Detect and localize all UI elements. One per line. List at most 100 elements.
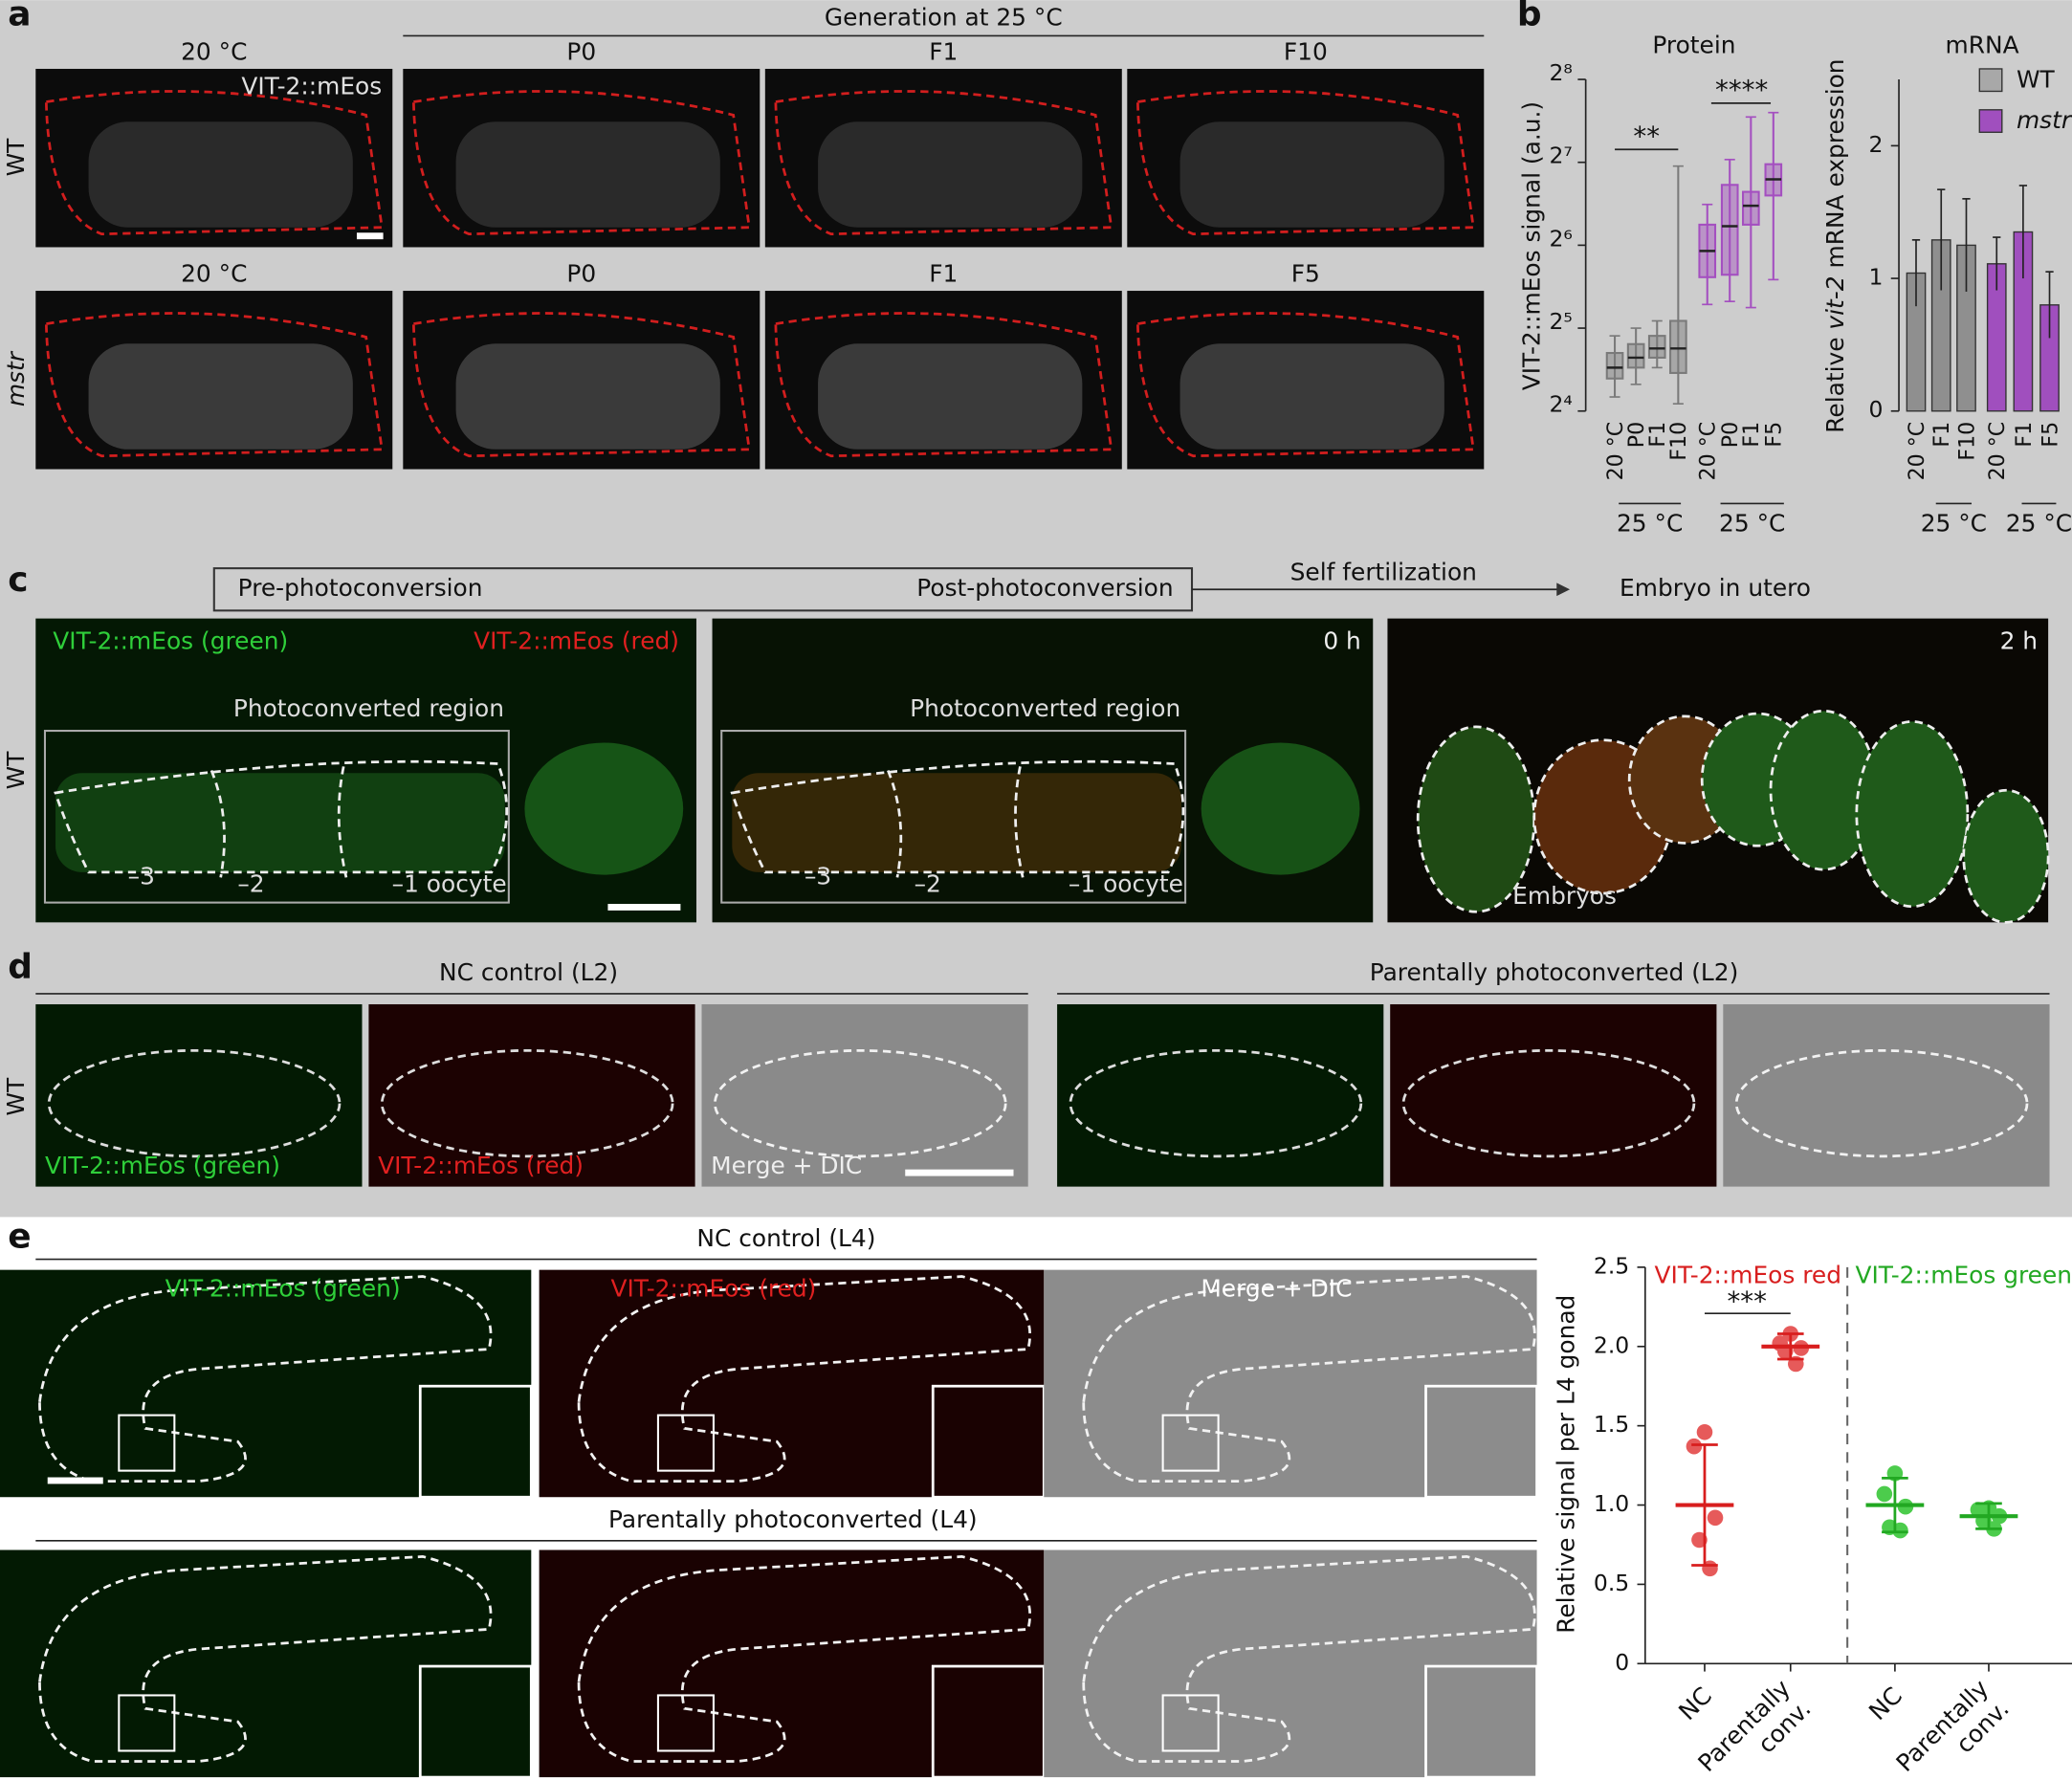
y-tick-label: 2⁶ bbox=[1549, 225, 1572, 252]
larva-outline bbox=[1069, 1048, 1363, 1158]
legend-swatch bbox=[1978, 68, 2003, 93]
arrow-head bbox=[1556, 582, 1571, 597]
panel-letter: b bbox=[1517, 0, 1542, 34]
panel-letter: a bbox=[8, 0, 31, 34]
y-axis-label: Relative vit-2 mRNA expression bbox=[1821, 58, 1849, 432]
column-header: F10 bbox=[1284, 37, 1328, 65]
x-tick-label: F5 bbox=[2038, 422, 2062, 448]
x-tick-label: P0 bbox=[1718, 422, 1743, 448]
gonad bbox=[818, 121, 1083, 228]
panel-letter: e bbox=[8, 1217, 31, 1256]
y-tick-label: 2⁷ bbox=[1549, 143, 1572, 169]
embryos-label: Embryos bbox=[1512, 882, 1617, 910]
panel-letter: d bbox=[8, 948, 33, 987]
oocyte-label: –2 bbox=[915, 870, 941, 898]
box bbox=[1605, 351, 1624, 380]
channel-label: VIT-2::mEos (red) bbox=[474, 626, 679, 654]
scale-bar bbox=[607, 904, 681, 911]
inset bbox=[418, 1384, 533, 1499]
x-tick-label: 20 °C bbox=[1905, 422, 1929, 481]
group-header: Parentally photoconverted (L2) bbox=[1370, 958, 1739, 986]
inset bbox=[1424, 1384, 1538, 1499]
oocyte-divider bbox=[887, 766, 1025, 878]
step-label: Embryo in utero bbox=[1620, 574, 1811, 602]
x-tick-label: Parentallyconv. bbox=[1891, 1674, 2015, 1780]
x-tick-label: P0 bbox=[1624, 422, 1649, 448]
cell bbox=[1201, 742, 1360, 875]
gonad-outline bbox=[44, 90, 384, 236]
significance: *** bbox=[1727, 1286, 1766, 1317]
larva-outline bbox=[1401, 1048, 1696, 1158]
y-tick-label: 1.5 bbox=[1594, 1411, 1629, 1438]
cell bbox=[524, 742, 684, 875]
x-tick-label: NC bbox=[1673, 1681, 1717, 1725]
x-tick-label: F1 bbox=[1929, 422, 1954, 448]
x-tick-label-line: NC bbox=[1863, 1681, 1907, 1725]
legend-swatch bbox=[1978, 109, 2003, 133]
oocyte-fill bbox=[732, 773, 1181, 872]
x-tick-label: F1 bbox=[1645, 422, 1670, 448]
inset bbox=[931, 1664, 1046, 1779]
y-tick-label: 2⁸ bbox=[1549, 59, 1572, 86]
y-tick-label: 2 bbox=[1869, 131, 1884, 158]
y-tick-label: 0.5 bbox=[1594, 1570, 1629, 1596]
gonad-outline bbox=[44, 312, 384, 458]
gonad-outline bbox=[577, 1275, 1032, 1483]
gonad-outline bbox=[1135, 312, 1475, 458]
x-tick-label: NC bbox=[1863, 1681, 1907, 1725]
row-label: WT bbox=[2, 138, 30, 177]
embryo bbox=[1855, 719, 1970, 909]
group-header: NC control (L4) bbox=[696, 1224, 875, 1252]
row-label: mstr bbox=[2, 350, 30, 407]
time-label: 2 h bbox=[2000, 626, 2038, 654]
group-label: VIT-2::mEos green bbox=[1855, 1262, 2072, 1289]
inset bbox=[1424, 1664, 1538, 1779]
channel-label: VIT-2::mEos (green) bbox=[165, 1274, 401, 1302]
group-header: Parentally photoconverted (L4) bbox=[608, 1505, 978, 1533]
box bbox=[1742, 190, 1760, 226]
step-label: Self fertilization bbox=[1290, 559, 1477, 586]
channel-label: Merge + DIC bbox=[711, 1152, 862, 1179]
oocyte-fill bbox=[55, 773, 505, 872]
y-axis-label-part: mRNA expression bbox=[1821, 58, 1849, 275]
box bbox=[1647, 335, 1666, 359]
row-label: WT bbox=[2, 751, 30, 790]
zoom-box bbox=[656, 1694, 715, 1752]
gonad-outline bbox=[1135, 90, 1475, 236]
gonad-outline bbox=[774, 312, 1113, 458]
channel-label: VIT-2::mEos (red) bbox=[610, 1274, 816, 1302]
region-box bbox=[43, 730, 510, 904]
y-tick-label: 2.0 bbox=[1594, 1331, 1629, 1358]
channel-label: VIT-2::mEos (green) bbox=[53, 626, 288, 654]
y-axis-label: Relative signal per L4 gonad bbox=[1552, 1295, 1579, 1634]
zoom-box bbox=[1161, 1414, 1220, 1472]
channel-label: Merge + DIC bbox=[1201, 1274, 1352, 1302]
group-label: VIT-2::mEos red bbox=[1654, 1262, 1841, 1289]
y-tick-label: 2.5 bbox=[1594, 1252, 1629, 1279]
legend-label: mstr bbox=[2017, 106, 2072, 134]
micrograph bbox=[1390, 1003, 1717, 1187]
scale-bar bbox=[356, 232, 384, 240]
group-label: 25 °C bbox=[1719, 510, 1785, 538]
y-tick-label: 2⁵ bbox=[1549, 308, 1572, 335]
time-label: 0 h bbox=[1323, 626, 1360, 654]
significance: **** bbox=[1715, 74, 1768, 105]
inset bbox=[418, 1664, 533, 1779]
gonad-outline bbox=[38, 1275, 493, 1483]
y-tick-label: 1.0 bbox=[1594, 1490, 1629, 1517]
point bbox=[1696, 1423, 1713, 1440]
column-header: P0 bbox=[566, 37, 596, 65]
gonad bbox=[818, 343, 1083, 450]
column-header: F1 bbox=[929, 37, 958, 65]
channel-label: VIT-2::mEos (green) bbox=[45, 1152, 280, 1179]
column-header: P0 bbox=[566, 259, 596, 287]
marker-label: VIT-2::mEos bbox=[241, 72, 382, 99]
step-label: Post-photoconversion bbox=[916, 574, 1173, 602]
oocyte-label: –1 oocyte bbox=[1069, 870, 1183, 898]
gonad-outline bbox=[577, 1555, 1032, 1763]
box bbox=[1669, 319, 1687, 374]
embryo bbox=[1962, 788, 2050, 924]
chart-title: mRNA bbox=[1946, 31, 2019, 58]
oocyte-divider bbox=[209, 766, 348, 878]
